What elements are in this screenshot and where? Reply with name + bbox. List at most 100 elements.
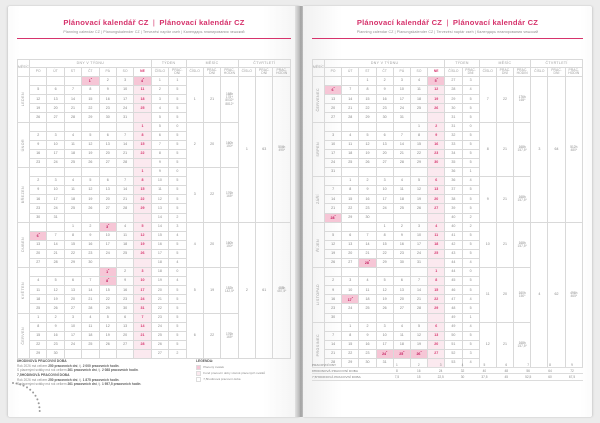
- day-cell[interactable]: 15: [63, 239, 83, 250]
- day-cell[interactable]: 7: [115, 176, 135, 187]
- day-cell[interactable]: 30: [81, 257, 100, 269]
- day-cell[interactable]: 21: [341, 103, 360, 114]
- day-cell[interactable]: 4: [358, 276, 377, 287]
- day-cell[interactable]: 3: [46, 176, 65, 187]
- day-cell[interactable]: [409, 167, 429, 178]
- day-cell[interactable]: [98, 167, 117, 178]
- day-cell[interactable]: 29: [375, 257, 394, 269]
- day-cell[interactable]: 5: [28, 85, 48, 96]
- day-cell[interactable]: 15: [98, 285, 117, 296]
- day-cell[interactable]: 16: [28, 148, 48, 159]
- day-cell[interactable]: 1: [81, 76, 100, 87]
- day-cell[interactable]: 25: [63, 157, 83, 169]
- day-cell[interactable]: 17: [46, 148, 65, 159]
- day-cell[interactable]: 30: [427, 157, 446, 169]
- day-cell[interactable]: 11: [115, 230, 135, 241]
- day-cell[interactable]: [323, 76, 343, 87]
- day-cell[interactable]: 19: [409, 339, 429, 350]
- day-cell[interactable]: 16: [375, 94, 394, 105]
- day-cell[interactable]: 26: [133, 248, 152, 259]
- day-cell[interactable]: [81, 167, 100, 178]
- day-cell[interactable]: 14: [323, 194, 343, 205]
- day-cell[interactable]: 21: [409, 294, 429, 305]
- day-cell[interactable]: 17: [46, 194, 65, 205]
- day-cell[interactable]: 27: [375, 157, 394, 169]
- day-cell[interactable]: 13: [98, 139, 117, 150]
- day-cell[interactable]: 20: [28, 248, 48, 259]
- day-cell[interactable]: 21: [392, 148, 411, 159]
- day-cell[interactable]: 11: [81, 321, 100, 332]
- day-cell[interactable]: 3: [341, 276, 360, 287]
- day-cell[interactable]: [133, 157, 152, 169]
- day-cell[interactable]: [341, 121, 360, 132]
- day-cell[interactable]: 5: [81, 130, 100, 141]
- day-cell[interactable]: 11: [392, 185, 411, 196]
- day-cell[interactable]: 6: [115, 312, 135, 323]
- day-cell[interactable]: 4: [115, 221, 135, 232]
- day-cell[interactable]: 14: [81, 285, 100, 296]
- day-cell[interactable]: 12: [323, 239, 343, 250]
- day-cell[interactable]: 23: [358, 203, 377, 214]
- day-cell[interactable]: 1: [375, 221, 394, 232]
- day-cell[interactable]: 2: [98, 76, 117, 87]
- day-cell[interactable]: [46, 121, 65, 132]
- day-cell[interactable]: [46, 76, 65, 87]
- day-cell[interactable]: 10: [341, 285, 360, 296]
- day-cell[interactable]: 28: [46, 257, 65, 269]
- day-cell[interactable]: 7: [323, 330, 343, 341]
- day-cell[interactable]: 7: [115, 130, 135, 141]
- day-cell[interactable]: 23: [427, 148, 446, 159]
- day-cell[interactable]: 21: [46, 248, 65, 259]
- day-cell[interactable]: 13: [63, 285, 83, 296]
- day-cell[interactable]: 4: [81, 312, 100, 323]
- day-cell[interactable]: 25: [358, 303, 377, 314]
- day-cell[interactable]: [427, 312, 446, 323]
- day-cell[interactable]: [392, 121, 411, 132]
- day-cell[interactable]: 11: [409, 85, 429, 96]
- day-cell[interactable]: 5: [409, 176, 429, 187]
- day-cell[interactable]: [323, 121, 343, 132]
- day-cell[interactable]: 15: [409, 139, 429, 150]
- day-cell[interactable]: 31: [133, 303, 152, 314]
- day-cell[interactable]: [63, 76, 83, 87]
- day-cell[interactable]: [28, 221, 48, 232]
- day-cell[interactable]: 9: [115, 276, 135, 287]
- day-cell[interactable]: 13: [427, 330, 446, 341]
- day-cell[interactable]: 7: [323, 185, 343, 196]
- day-cell[interactable]: 9: [98, 85, 117, 96]
- day-cell[interactable]: 27: [63, 303, 83, 314]
- day-cell[interactable]: [323, 321, 343, 332]
- day-cell[interactable]: 5: [375, 276, 394, 287]
- day-cell[interactable]: 30: [375, 112, 394, 123]
- day-cell[interactable]: 27: [427, 203, 446, 214]
- day-cell[interactable]: [115, 257, 135, 269]
- day-cell[interactable]: 21: [115, 148, 135, 159]
- day-cell[interactable]: 15: [133, 185, 152, 196]
- day-cell[interactable]: [323, 267, 343, 278]
- day-cell[interactable]: [409, 112, 429, 123]
- day-cell[interactable]: [81, 212, 100, 223]
- day-cell[interactable]: 16: [392, 239, 411, 250]
- day-cell[interactable]: 13: [46, 94, 65, 105]
- day-cell[interactable]: 1: [358, 76, 377, 87]
- day-cell[interactable]: 6: [427, 321, 446, 332]
- day-cell[interactable]: 29: [341, 212, 360, 223]
- day-cell[interactable]: 20: [375, 148, 394, 159]
- day-cell[interactable]: [115, 212, 135, 223]
- day-cell[interactable]: 7: [392, 130, 411, 141]
- day-cell[interactable]: 31: [46, 212, 65, 223]
- day-cell[interactable]: 18: [409, 94, 429, 105]
- day-cell[interactable]: [28, 76, 48, 87]
- day-cell[interactable]: 12: [81, 185, 100, 196]
- day-cell[interactable]: 1: [28, 312, 48, 323]
- day-cell[interactable]: 9: [28, 185, 48, 196]
- day-cell[interactable]: 9: [46, 321, 65, 332]
- day-cell[interactable]: [375, 212, 394, 223]
- day-cell[interactable]: 21: [81, 294, 100, 305]
- day-cell[interactable]: 27: [427, 348, 446, 360]
- day-cell[interactable]: 25: [63, 203, 83, 214]
- day-cell[interactable]: [409, 267, 429, 278]
- day-cell[interactable]: 2: [46, 312, 65, 323]
- day-cell[interactable]: 18: [63, 148, 83, 159]
- day-cell[interactable]: 25: [341, 157, 360, 169]
